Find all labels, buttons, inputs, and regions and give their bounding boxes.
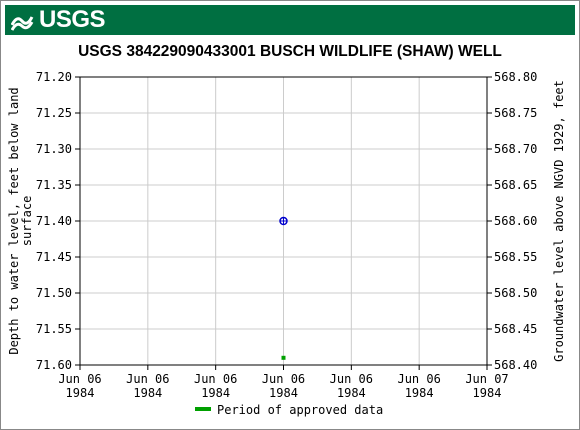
usgs-wave-icon: [11, 16, 34, 31]
x-tick-label: Jun 07: [465, 372, 508, 386]
x-tick-label-year: 1984: [269, 386, 298, 400]
x-tick-label: Jun 06: [330, 372, 373, 386]
y-left-tick-label: 71.45: [36, 250, 72, 264]
y-right-tick-label: 568.40: [494, 358, 537, 372]
y-left-tick-label: 71.35: [36, 178, 72, 192]
x-tick-label-year: 1984: [405, 386, 434, 400]
y-left-tick-label: 71.30: [36, 142, 72, 156]
y-right-tick-label: 568.45: [494, 322, 537, 336]
x-tick-label: Jun 06: [262, 372, 305, 386]
x-tick-label-year: 1984: [473, 386, 502, 400]
y-left-axis-title: Depth to water level, feet below land sur…: [7, 87, 34, 354]
y-right-tick-label: 568.60: [494, 214, 537, 228]
x-tick-label-year: 1984: [133, 386, 162, 400]
usgs-logo[interactable]: USGS: [11, 6, 106, 33]
legend-label-approved: Period of approved data: [217, 403, 383, 417]
y-left-tick-label: 71.50: [36, 286, 72, 300]
y-right-axis-title: Groundwater level above NGVD 1929, feet: [552, 80, 566, 362]
y-right-tick-label: 568.50: [494, 286, 537, 300]
chart-title: USGS 384229090433001 BUSCH WILDLIFE (SHA…: [78, 43, 502, 60]
y-left-tick-label: 71.20: [36, 70, 72, 84]
y-left-axis-title-line1: Depth to water level, feet below land: [7, 87, 21, 354]
y-right-axis-title-text: Groundwater level above NGVD 1929, feet: [552, 80, 566, 362]
y-left-tick-label: 71.55: [36, 322, 72, 336]
y-right-tick-label: 568.55: [494, 250, 537, 264]
y-right-tick-label: 568.75: [494, 106, 537, 120]
x-tick-label-year: 1984: [337, 386, 366, 400]
x-tick-label-year: 1984: [66, 386, 95, 400]
y-left-tick-label: 71.25: [36, 106, 72, 120]
y-left-tick-label: 71.40: [36, 214, 72, 228]
x-tick-label: Jun 06: [126, 372, 169, 386]
y-right-tick-label: 568.80: [494, 70, 537, 84]
x-tick-label-year: 1984: [201, 386, 230, 400]
y-right-tick-label: 568.70: [494, 142, 537, 156]
usgs-banner: USGS: [5, 5, 575, 35]
legend-swatch-approved: [195, 407, 211, 411]
x-tick-label: Jun 06: [397, 372, 440, 386]
y-left-tick-label: 71.60: [36, 358, 72, 372]
x-tick-label: Jun 06: [58, 372, 101, 386]
usgs-logo-text: USGS: [39, 6, 106, 33]
y-left-axis-title-line2: surface: [20, 196, 34, 247]
approved-data-mark: [281, 355, 286, 360]
x-tick-label: Jun 06: [194, 372, 237, 386]
y-right-tick-label: 568.65: [494, 178, 537, 192]
